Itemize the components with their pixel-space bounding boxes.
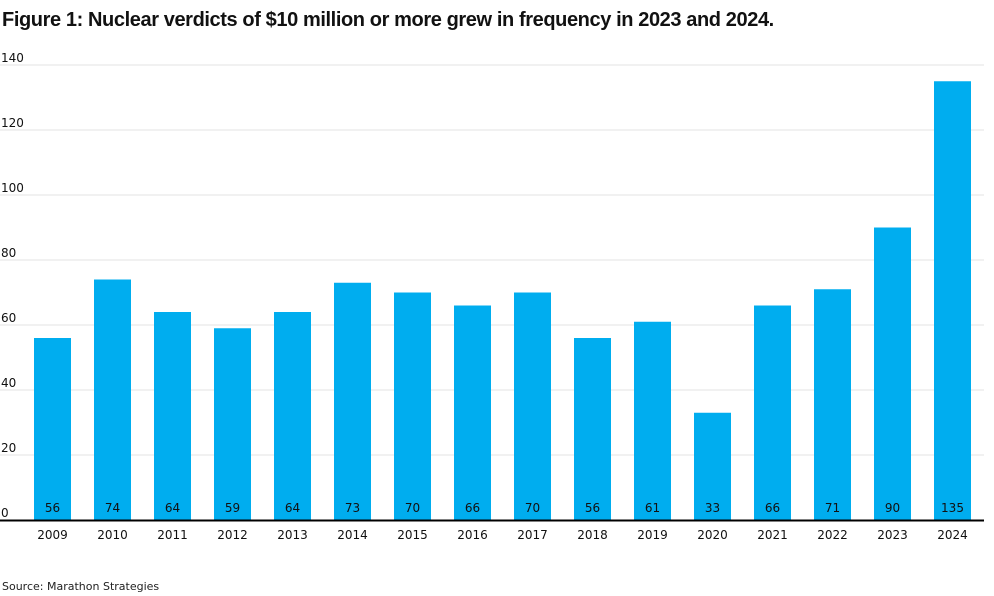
y-tick-label: 80 — [1, 246, 16, 260]
x-tick-label: 2009 — [37, 528, 68, 542]
data-label: 70 — [525, 501, 540, 515]
data-label: 70 — [405, 501, 420, 515]
data-label: 135 — [941, 501, 964, 515]
bar-2024 — [934, 81, 971, 520]
x-tick-label: 2012 — [217, 528, 248, 542]
x-tick-label: 2020 — [697, 528, 728, 542]
data-label: 73 — [345, 501, 360, 515]
x-tick-label: 2022 — [817, 528, 848, 542]
data-label: 59 — [225, 501, 240, 515]
data-label: 64 — [285, 501, 300, 515]
x-tick-label: 2010 — [97, 528, 128, 542]
x-tick-label: 2015 — [397, 528, 428, 542]
source-note: Source: Marathon Strategies — [2, 580, 160, 593]
y-tick-label: 100 — [1, 181, 24, 195]
bar-2021 — [754, 305, 791, 520]
bar-2010 — [94, 279, 131, 520]
x-tick-label: 2019 — [637, 528, 668, 542]
data-label: 90 — [885, 501, 900, 515]
x-tick-label: 2013 — [277, 528, 308, 542]
data-label: 71 — [825, 501, 840, 515]
bar-2023 — [874, 227, 911, 520]
x-tick-label: 2021 — [757, 528, 788, 542]
bar-2016 — [454, 305, 491, 520]
x-tick-label: 2018 — [577, 528, 608, 542]
bar-2013 — [274, 312, 311, 520]
data-label: 61 — [645, 501, 660, 515]
y-tick-label: 140 — [1, 51, 24, 65]
data-label: 66 — [465, 501, 480, 515]
x-tick-label: 2011 — [157, 528, 188, 542]
data-label: 66 — [765, 501, 780, 515]
bar-2011 — [154, 312, 191, 520]
bar-2020 — [694, 412, 731, 520]
bar-2012 — [214, 328, 251, 520]
bar-2009 — [34, 338, 71, 520]
x-tick-label: 2023 — [877, 528, 908, 542]
y-tick-label: 20 — [1, 441, 16, 455]
data-label: 56 — [585, 501, 600, 515]
bar-2015 — [394, 292, 431, 520]
x-tick-label: 2024 — [937, 528, 968, 542]
x-tick-label: 2017 — [517, 528, 548, 542]
bar-2014 — [334, 282, 371, 520]
y-tick-label: 40 — [1, 376, 16, 390]
bar-2018 — [574, 338, 611, 520]
bar-2019 — [634, 321, 671, 520]
bar-2022 — [814, 289, 851, 520]
y-tick-label: 120 — [1, 116, 24, 130]
y-tick-label: 60 — [1, 311, 16, 325]
x-tick-label: 2014 — [337, 528, 368, 542]
x-tick-label: 2016 — [457, 528, 488, 542]
data-label: 74 — [105, 501, 120, 515]
data-label: 64 — [165, 501, 180, 515]
chart-title: Figure 1: Nuclear verdicts of $10 millio… — [2, 9, 774, 31]
bar-2017 — [514, 292, 551, 520]
y-tick-label: 0 — [1, 506, 9, 520]
data-label: 56 — [45, 501, 60, 515]
data-label: 33 — [705, 501, 720, 515]
